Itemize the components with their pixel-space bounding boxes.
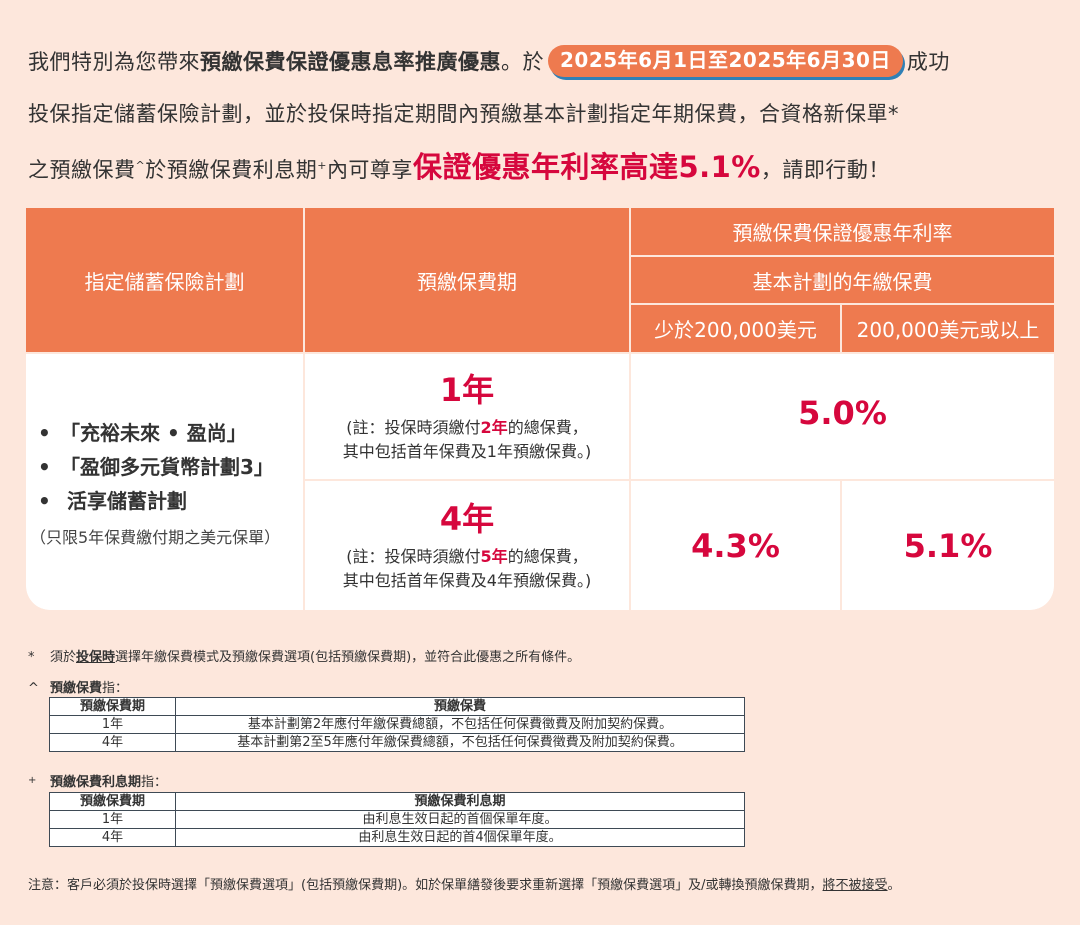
- table-row: 4年 基本計劃第2至5年應付年繳保費總額，不包括任何保費徵費及附加契約保費。: [49, 733, 745, 752]
- plan-name: 「盈御多元貨幣計劃3」: [60, 455, 274, 479]
- table-row: 1年 基本計劃第2年應付年繳保費總額，不包括任何保費徵費及附加契約保費。: [49, 715, 745, 734]
- table-cell: 由利息生效日起的首個保單年度。: [175, 810, 745, 829]
- header-plan: 指定儲蓄保險計劃: [26, 208, 303, 352]
- footnote-plus: + 預繳保費利息期指：: [28, 771, 167, 790]
- footnote-term: 預繳保費: [50, 681, 103, 696]
- note-text: 的總保費，: [507, 417, 588, 437]
- footnote-caret: ^ 預繳保費指：: [28, 677, 128, 696]
- table-cell: 4年: [49, 733, 176, 752]
- plan-item: • 「充裕未來 • 盈尚」: [34, 416, 247, 450]
- period-note: (註：投保時須繳付2年的總保費， 其中包括首年保費及1年預繳保費。): [343, 416, 591, 464]
- column-header: 預繳保費: [175, 697, 745, 716]
- footnote-emphasis: 投保時: [76, 650, 116, 665]
- column-header: 預繳保費期: [49, 792, 176, 811]
- table-cell: 4年: [49, 828, 176, 847]
- period-cell-4yr: 4年 (註：投保時須繳付5年的總保費， 其中包括首年保費及4年預繳保費。): [305, 481, 629, 610]
- plan-name: 活享儲蓄計劃: [60, 489, 187, 513]
- note-text: 其中包括首年保費及4年預繳保費。): [342, 570, 592, 590]
- plan-note: （只限5年保費繳付期之美元保單）: [30, 528, 281, 547]
- plan-list-cell: • 「充裕未來 • 盈尚」 • 「盈御多元貨幣計劃3」 • 活享儲蓄計劃 （只限5年…: [26, 354, 303, 610]
- table-cell: 由利息生效日起的首4個保單年度。: [175, 828, 745, 847]
- header-rate: 預繳保費保證優惠年利率: [631, 208, 1054, 255]
- footnote-marker-caret: ^: [135, 159, 146, 172]
- rate-value: 5.1%: [903, 526, 993, 565]
- note-text: 其中包括首年保費及1年預繳保費。): [342, 441, 592, 461]
- intro-line-3: 之預繳保費^於預繳保費利息期+內可尊享保證優惠年利率高達5.1%，請即行動！: [28, 140, 1058, 192]
- footnote-marker: ^: [28, 681, 39, 696]
- table-cell: 基本計劃第2年應付年繳保費總額，不包括任何保費徵費及附加契約保費。: [175, 715, 745, 734]
- intro-text: 內可尊享: [326, 158, 413, 182]
- header-or-more: 200,000美元或以上: [842, 305, 1054, 352]
- intro-text: 我們特別為您帶來: [28, 50, 200, 74]
- footnote-marker-plus: +: [317, 159, 327, 172]
- prepaid-premium-table: 預繳保費期 預繳保費 1年 基本計劃第2年應付年繳保費總額，不包括任何保費徵費及…: [49, 697, 745, 752]
- header-period: 預繳保費期: [305, 208, 629, 352]
- rate-cell-1yr: 5.0%: [631, 354, 1054, 479]
- table-cell: 1年: [49, 715, 176, 734]
- period-value: 4年: [439, 499, 495, 538]
- note-highlight: 5年: [480, 546, 508, 566]
- table-row: 1年 由利息生效日起的首個保單年度。: [49, 810, 745, 829]
- intro-text: 於預繳保費利息期: [145, 158, 318, 182]
- note-text: 的總保費，: [507, 546, 588, 566]
- column-header: 預繳保費期: [49, 697, 176, 716]
- intro-text: 成功: [906, 50, 950, 74]
- rate-value: 4.3%: [691, 526, 780, 565]
- period-cell-1yr: 1年 (註：投保時須繳付2年的總保費， 其中包括首年保費及1年預繳保費。): [305, 354, 629, 479]
- rate-highlight: 保證優惠年利率高達5.1%: [412, 150, 761, 184]
- note-highlight: 2年: [480, 417, 508, 437]
- rate-table: 指定儲蓄保險計劃 預繳保費期 預繳保費保證優惠年利率 基本計劃的年繳保費 少於2…: [26, 208, 1054, 610]
- bullet-icon: •: [38, 455, 51, 479]
- note-text: (註：投保時須繳付: [346, 417, 481, 437]
- table-cell: 1年: [49, 810, 176, 829]
- table-row: 4年 由利息生效日起的首4個保單年度。: [49, 828, 745, 847]
- promo-name: 預繳保費保證優惠息率推廣優惠: [200, 50, 501, 74]
- period-note: (註：投保時須繳付5年的總保費， 其中包括首年保費及4年預繳保費。): [343, 545, 591, 593]
- footnote-text: 選擇年繳保費模式及預繳保費選項(包括預繳保費期)，並符合此優惠之所有條件。: [115, 650, 581, 665]
- notice-line: 注意：客戶必須於投保時選擇「預繳保費選項」(包括預繳保費期)。如於保單繕發後要求…: [28, 874, 901, 893]
- intro-line-2: 投保指定儲蓄保險計劃，並於投保時指定期間內預繳基本計劃指定年期保費，合資格新保單…: [28, 102, 899, 126]
- footnote-text: 指：: [141, 775, 168, 790]
- rate-cell-4yr-more: 5.1%: [842, 481, 1054, 610]
- table-cell: 基本計劃第2至5年應付年繳保費總額，不包括任何保費徵費及附加契約保費。: [175, 733, 745, 752]
- intro-text: 之預繳保費: [28, 158, 136, 182]
- intro-text: ，請即行動！: [760, 158, 890, 182]
- notice-text: 。: [887, 878, 901, 893]
- period-value: 1年: [439, 370, 495, 409]
- notice-emphasis: 將不被接受: [822, 878, 888, 893]
- intro-line-1: 我們特別為您帶來預繳保費保證優惠息率推廣優惠。於 2025年6月1日至2025年6…: [28, 36, 1058, 88]
- rate-cell-4yr-less: 4.3%: [631, 481, 840, 610]
- bullet-icon: •: [38, 421, 51, 445]
- prepaid-interest-period-table: 預繳保費期 預繳保費利息期 1年 由利息生效日起的首個保單年度。 4年 由利息生…: [49, 792, 745, 847]
- plan-name: 「充裕未來 • 盈尚」: [60, 421, 247, 445]
- footnote-marker: *: [28, 650, 35, 665]
- plan-item: • 「盈御多元貨幣計劃3」: [34, 450, 274, 484]
- footnote-text: 須於: [50, 650, 77, 665]
- footnote-term: 預繳保費利息期: [50, 775, 142, 790]
- intro-paragraph: 我們特別為您帶來預繳保費保證優惠息率推廣優惠。於 2025年6月1日至2025年6…: [28, 36, 1058, 192]
- header-less-than: 少於200,000美元: [631, 305, 840, 352]
- intro-text: 。於: [501, 50, 544, 74]
- footnote-star: * 須於投保時選擇年繳保費模式及預繳保費選項(包括預繳保費期)，並符合此優惠之所有…: [28, 646, 580, 665]
- rate-value: 5.0%: [798, 394, 887, 432]
- column-header: 預繳保費利息期: [175, 792, 745, 811]
- date-range-badge: 2025年6月1日至2025年6月30日: [548, 45, 903, 77]
- plan-item: • 活享儲蓄計劃: [34, 484, 187, 518]
- bullet-icon: •: [38, 489, 51, 513]
- note-text: (註：投保時須繳付: [346, 546, 481, 566]
- footnote-marker: +: [28, 775, 37, 786]
- header-annual-premium: 基本計劃的年繳保費: [631, 257, 1054, 303]
- footnote-text: 指：: [102, 681, 129, 696]
- notice-text: 注意：客戶必須於投保時選擇「預繳保費選項」(包括預繳保費期)。如於保單繕發後要求…: [28, 878, 823, 893]
